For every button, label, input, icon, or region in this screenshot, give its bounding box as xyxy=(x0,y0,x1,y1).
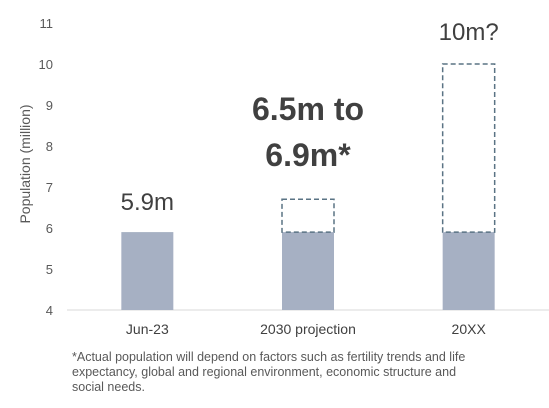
y-axis-label: Population (million) xyxy=(17,104,33,223)
y-tick-label: 8 xyxy=(46,139,53,154)
y-tick-label: 10 xyxy=(39,57,53,72)
y-tick-label: 5 xyxy=(46,262,53,277)
projection-bar xyxy=(441,63,496,233)
footnote-line: social needs. xyxy=(72,380,145,394)
x-tick-label: 20XX xyxy=(452,321,487,337)
x-tick-label: Jun-23 xyxy=(126,321,169,337)
annotation-jun23: 5.9m xyxy=(121,189,174,216)
y-tick-label: 4 xyxy=(46,303,53,318)
annotation-2030-line1: 6.5m to xyxy=(252,91,364,127)
bar xyxy=(442,232,495,310)
x-tick-label: 2030 projection xyxy=(260,321,356,337)
y-tick-label: 7 xyxy=(46,180,53,195)
bar xyxy=(282,232,334,310)
footnote: *Actual population will depend on factor… xyxy=(72,350,532,395)
y-tick-label: 9 xyxy=(46,98,53,113)
y-tick-label: 11 xyxy=(40,16,54,31)
footnote-line: expectancy, global and regional environm… xyxy=(72,365,457,379)
y-tick-label: 6 xyxy=(46,221,53,236)
annotation-20xx: 10m? xyxy=(439,19,499,46)
footnote-line: *Actual population will depend on factor… xyxy=(72,350,466,364)
projection-bar xyxy=(281,198,335,233)
bar xyxy=(121,232,174,310)
annotation-2030-line2: 6.9m* xyxy=(265,137,351,173)
